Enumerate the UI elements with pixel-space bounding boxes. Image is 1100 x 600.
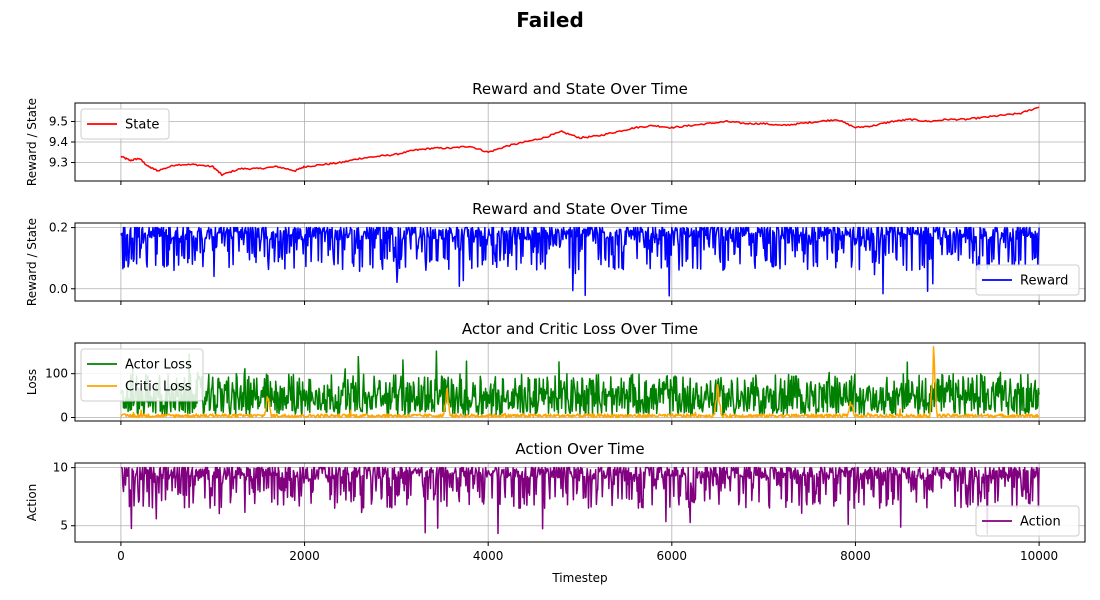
- legend-box: [975, 264, 1080, 296]
- legend: Reward: [975, 264, 1080, 296]
- legend-label: Reward: [1020, 274, 1068, 289]
- series-line-critic-loss: [120, 345, 1040, 419]
- subplot-2: 0.0 0.2 Reward and State Over Time Reward /…: [25, 200, 1086, 306]
- x-tick-label: 6000: [657, 549, 688, 563]
- y-axis-label: Reward / State: [25, 98, 39, 186]
- x-tick-label: 2000: [289, 549, 320, 563]
- subplot-title: Actor and Critic Loss Over Time: [462, 320, 698, 338]
- y-tick-label: 9.5: [49, 114, 68, 128]
- x-axis-label: Timestep: [551, 571, 607, 585]
- x-tick-label: 10000: [1020, 549, 1058, 563]
- x-tick-label: 4000: [473, 549, 504, 563]
- subplot-1: 9.3 9.4 9.5 Reward and State Over Time Rewar…: [25, 80, 1086, 186]
- legend: State: [80, 108, 170, 140]
- y-tick-label: 100: [45, 367, 68, 381]
- x-tick-label: 8000: [840, 549, 871, 563]
- y-axis-label: Loss: [25, 369, 39, 395]
- subplot-3: 0 100 Actor and Critic Loss Over Time Loss A…: [25, 320, 1086, 425]
- figure-title: Failed: [516, 8, 584, 32]
- legend: Action: [975, 505, 1080, 537]
- y-tick-label: 0.2: [49, 221, 68, 235]
- series-line-state: [120, 106, 1040, 177]
- axes-frame: [74, 222, 1086, 302]
- legend-box: [80, 348, 204, 402]
- legend-label: Critic Loss: [125, 380, 192, 395]
- y-tick-label: 9.3: [49, 156, 68, 170]
- y-tick-label: 0: [60, 410, 68, 424]
- subplot-title: Reward and State Over Time: [472, 80, 688, 98]
- legend-box: [975, 505, 1080, 537]
- subplot-title: Action Over Time: [515, 440, 644, 458]
- y-tick-label: 0.0: [49, 282, 68, 296]
- axes-frame: [74, 342, 1086, 422]
- y-axis-label: Reward / State: [25, 218, 39, 306]
- y-tick-label: 10: [53, 461, 68, 475]
- series-line-reward: [120, 226, 1040, 297]
- legend: Actor Loss Critic Loss: [80, 348, 204, 402]
- subplot-title: Reward and State Over Time: [472, 200, 688, 218]
- y-tick-label: 9.4: [49, 135, 68, 149]
- axes-frame: [74, 462, 1086, 543]
- series-line-action: [120, 466, 1040, 535]
- legend-label: Actor Loss: [125, 358, 192, 373]
- y-axis-label: Action: [25, 484, 39, 522]
- x-tick-label: 0: [117, 549, 125, 563]
- subplot-4: 0 2000 4000 6000 8000 10000 5 10 Action Over Tim…: [25, 440, 1086, 585]
- series-line-actor-loss: [120, 350, 1040, 417]
- legend-label: State: [125, 118, 159, 133]
- y-tick-label: 5: [60, 519, 68, 533]
- legend-label: Action: [1020, 515, 1061, 530]
- legend-box: [80, 108, 170, 140]
